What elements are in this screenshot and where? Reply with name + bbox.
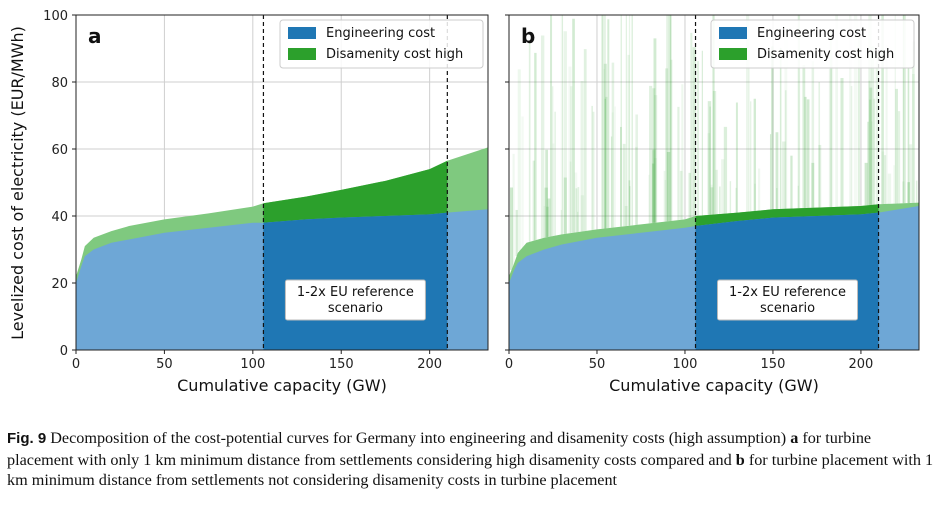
y-tick-label: 100 bbox=[43, 9, 68, 24]
legend: Engineering cost Disamenity cost high bbox=[710, 19, 915, 69]
figure-caption: Fig. 9 Decomposition of the cost-potenti… bbox=[7, 428, 939, 491]
caption-bold-a: a bbox=[790, 429, 799, 447]
y-tick-label: 0 bbox=[60, 344, 68, 359]
caption-bold-b: b bbox=[735, 450, 745, 469]
annotation-line: scenario bbox=[328, 301, 383, 316]
annotation-box bbox=[717, 279, 859, 321]
y-tick-label: 60 bbox=[51, 143, 68, 158]
x-axis-label: Cumulative capacity (GW) bbox=[609, 376, 819, 395]
legend-entry: Disamenity cost high bbox=[326, 47, 463, 62]
caption-text-2: for turbine placement with only 1 km min… bbox=[7, 429, 872, 469]
legend-entry: Disamenity cost high bbox=[757, 47, 894, 62]
plot-frame bbox=[75, 14, 489, 351]
x-tick-label: 100 bbox=[673, 357, 698, 372]
panel-label: b bbox=[521, 24, 535, 48]
x-tick-label: 50 bbox=[156, 357, 173, 372]
x-tick-label: 200 bbox=[849, 357, 874, 372]
y-tick-label: 40 bbox=[51, 210, 68, 225]
x-axis-label: Cumulative capacity (GW) bbox=[177, 376, 387, 395]
caption-text-1: Decomposition of the cost-potential curv… bbox=[50, 429, 787, 447]
x-tick-label: 150 bbox=[761, 357, 786, 372]
caption-text-3: for turbine placement with 1 km minimum … bbox=[7, 450, 934, 490]
legend-swatch bbox=[288, 27, 316, 39]
y-axis-label: Levelized cost of electricity (EUR/MWh) bbox=[8, 26, 27, 340]
legend-entry: Engineering cost bbox=[326, 26, 435, 41]
y-tick-label: 80 bbox=[51, 76, 68, 91]
x-tick-label: 100 bbox=[240, 357, 265, 372]
legend-box bbox=[710, 19, 915, 69]
annotation-line: 1-2x EU reference bbox=[297, 285, 414, 300]
x-tick-label: 0 bbox=[72, 357, 80, 372]
legend: Engineering cost Disamenity cost high bbox=[279, 19, 484, 69]
annotation-box bbox=[284, 279, 426, 321]
panel-a: 0 50 100 150 200 0 20 40 60 80 100 Cumulative capac… bbox=[43, 9, 489, 395]
legend-swatch bbox=[288, 48, 316, 60]
panel-label: a bbox=[88, 24, 102, 48]
legend-entry: Engineering cost bbox=[757, 26, 866, 41]
annotation-line: scenario bbox=[760, 301, 815, 316]
x-tick-label: 50 bbox=[589, 357, 606, 372]
y-tick-label: 20 bbox=[51, 277, 68, 292]
annotation-line: 1-2x EU reference bbox=[729, 285, 846, 300]
legend-box bbox=[279, 19, 484, 69]
x-tick-label: 150 bbox=[329, 357, 354, 372]
x-tick-label: 200 bbox=[417, 357, 442, 372]
legend-swatch bbox=[719, 27, 747, 39]
plot-frame bbox=[508, 14, 920, 351]
panel-b: 0 50 100 150 200 Cumulative capacity (GW) b Eng… bbox=[505, 14, 920, 395]
caption-label: Fig. 9 bbox=[7, 430, 47, 447]
legend-swatch bbox=[719, 48, 747, 60]
x-tick-label: 0 bbox=[505, 357, 513, 372]
figure: 0 50 100 150 200 0 20 40 60 80 100 Cumulative capac… bbox=[8, 9, 920, 395]
